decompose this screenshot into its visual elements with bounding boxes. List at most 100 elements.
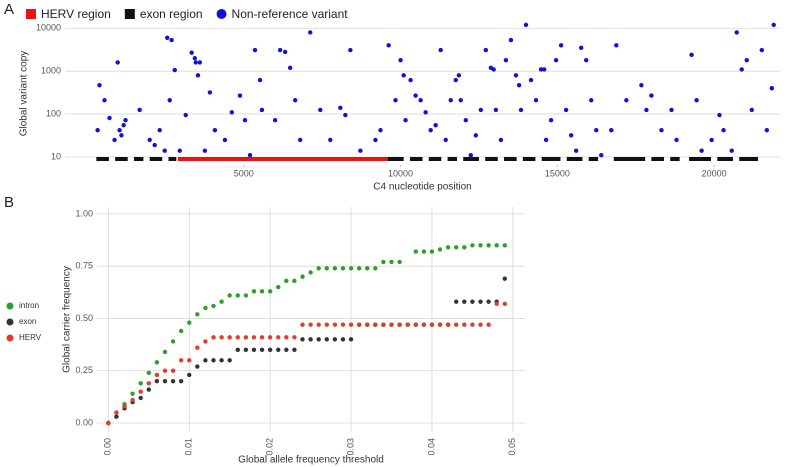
point (543, 137, 549, 143)
point (235, 347, 240, 353)
point (146, 387, 151, 392)
point (187, 358, 192, 363)
legend-label: Non-reference variant (232, 7, 349, 21)
x-axis-label: C4 nucleotide position (373, 182, 471, 193)
point (251, 289, 257, 294)
point (203, 358, 208, 363)
point (454, 299, 459, 304)
point (316, 322, 321, 327)
point (292, 335, 297, 340)
point (769, 86, 775, 91)
region (96, 157, 109, 161)
point (583, 58, 589, 63)
region (428, 157, 442, 161)
point (292, 347, 297, 353)
point (456, 73, 462, 78)
point (528, 77, 534, 83)
point (356, 322, 362, 327)
point (157, 128, 162, 133)
point (421, 249, 427, 254)
point (386, 43, 391, 48)
point (473, 133, 479, 138)
point (413, 93, 418, 98)
point (146, 381, 151, 386)
point (502, 276, 507, 281)
region (133, 157, 144, 161)
point (468, 152, 473, 158)
point (493, 107, 499, 113)
point (243, 293, 249, 298)
point (197, 60, 203, 65)
point (494, 243, 499, 248)
point (97, 83, 102, 88)
point (734, 30, 739, 35)
point (502, 243, 507, 248)
point (486, 243, 491, 248)
point (308, 270, 313, 275)
point (523, 22, 529, 28)
x-tick-label: 0.03 (345, 438, 355, 456)
point (195, 73, 201, 78)
point (644, 107, 649, 113)
point (405, 322, 410, 327)
point (538, 67, 544, 72)
point (348, 266, 354, 271)
point (463, 117, 468, 123)
point (381, 259, 386, 265)
point (709, 137, 714, 143)
point (251, 347, 257, 353)
y-tick-label: 0.25 (75, 365, 93, 375)
point (162, 368, 168, 373)
point (267, 335, 273, 340)
panel-label: B (4, 194, 14, 211)
point (429, 249, 435, 254)
point (694, 98, 699, 103)
point (470, 322, 475, 327)
point (229, 110, 235, 115)
point (462, 299, 467, 304)
point (639, 83, 644, 88)
point (445, 322, 451, 327)
point (146, 370, 151, 376)
point (340, 322, 346, 327)
point (219, 299, 224, 304)
region (409, 157, 423, 161)
legend-key (6, 334, 14, 342)
legend-key (6, 302, 14, 310)
x-tick-label: 5000 (234, 168, 254, 178)
point (114, 410, 119, 415)
region (115, 157, 128, 161)
point (193, 60, 198, 65)
point (115, 60, 120, 65)
point (187, 372, 192, 378)
legend-key (26, 9, 36, 19)
point (211, 335, 216, 340)
point (454, 245, 459, 250)
point (541, 67, 547, 72)
point (498, 137, 504, 143)
point (373, 137, 378, 143)
point (328, 137, 333, 143)
point (227, 358, 232, 363)
point (389, 322, 394, 327)
x-tick-label: 10000 (388, 168, 413, 178)
point (243, 347, 249, 353)
region (485, 157, 498, 161)
y-axis-label: Global variant copy (19, 51, 30, 137)
legend-key (124, 9, 135, 19)
point (112, 137, 117, 143)
point (332, 337, 338, 342)
point (211, 303, 216, 309)
point (508, 37, 514, 43)
point (445, 245, 451, 250)
point (187, 320, 192, 325)
region (463, 157, 479, 161)
point (483, 47, 489, 53)
point (348, 322, 354, 327)
point (300, 322, 305, 327)
point (259, 107, 265, 113)
point (251, 335, 257, 340)
x-tick-label: 0.05 (507, 438, 517, 456)
region (689, 157, 712, 161)
point (169, 37, 174, 43)
